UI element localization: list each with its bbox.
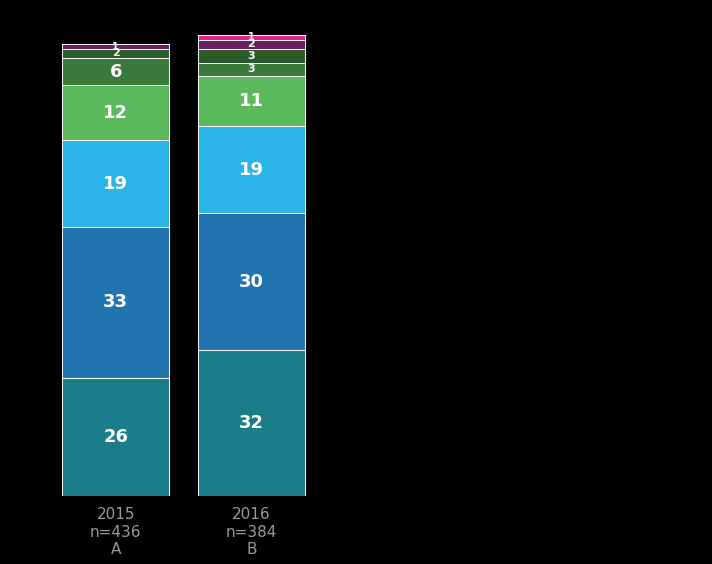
Text: 11: 11 [239, 92, 264, 111]
Text: 19: 19 [103, 175, 128, 192]
Bar [198, 76, 305, 126]
Text: 32: 32 [239, 415, 264, 432]
Bar [198, 49, 305, 63]
Bar [63, 378, 169, 496]
Bar [63, 227, 169, 378]
Bar [63, 58, 169, 85]
Bar [198, 39, 305, 49]
Text: 19: 19 [239, 161, 264, 179]
Bar [63, 140, 169, 227]
Bar [63, 49, 169, 58]
Bar [63, 85, 169, 140]
Text: 3: 3 [248, 64, 256, 74]
Bar [198, 35, 305, 39]
Bar [63, 45, 169, 49]
Text: 2: 2 [248, 39, 256, 49]
Bar [198, 213, 305, 350]
Text: 1: 1 [248, 33, 255, 42]
Text: 6: 6 [110, 63, 122, 81]
Text: 30: 30 [239, 273, 264, 290]
Text: 3: 3 [248, 51, 256, 61]
Text: 26: 26 [103, 428, 128, 446]
Text: 2: 2 [112, 49, 120, 59]
Bar [198, 350, 305, 496]
Text: 12: 12 [103, 104, 128, 122]
Bar [198, 63, 305, 76]
Text: 33: 33 [103, 293, 128, 311]
Text: 1: 1 [112, 42, 119, 51]
Bar [198, 126, 305, 213]
